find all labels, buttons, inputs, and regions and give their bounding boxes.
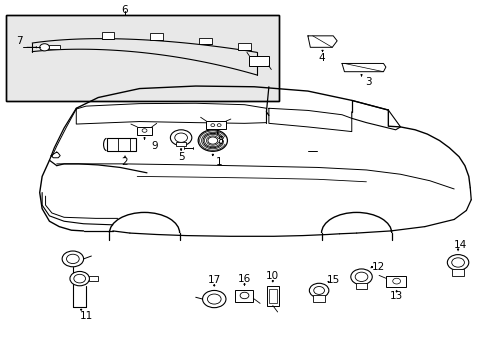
Bar <box>5 15 278 101</box>
Circle shape <box>210 124 214 127</box>
Bar <box>102 32 114 39</box>
Circle shape <box>313 287 324 294</box>
Circle shape <box>62 251 83 267</box>
Text: 14: 14 <box>453 239 466 249</box>
Circle shape <box>240 292 248 299</box>
Bar <box>89 276 98 281</box>
Circle shape <box>207 137 217 144</box>
Text: 3: 3 <box>365 77 371 87</box>
Text: 16: 16 <box>237 274 251 284</box>
Polygon shape <box>341 63 385 72</box>
Text: 13: 13 <box>389 291 403 301</box>
Text: 4: 4 <box>318 53 324 63</box>
Bar <box>385 276 406 287</box>
Text: 6: 6 <box>122 5 128 15</box>
Circle shape <box>198 130 227 151</box>
Text: 2: 2 <box>122 157 128 167</box>
Text: 1: 1 <box>215 157 222 167</box>
Bar <box>106 138 136 150</box>
Bar <box>137 127 152 135</box>
Text: 12: 12 <box>371 262 385 272</box>
Circle shape <box>40 44 49 51</box>
Text: 17: 17 <box>207 275 221 285</box>
Polygon shape <box>307 36 336 47</box>
Circle shape <box>309 283 328 298</box>
Circle shape <box>350 269 371 285</box>
Bar <box>238 44 250 50</box>
Bar <box>234 290 253 302</box>
Circle shape <box>354 272 367 282</box>
Circle shape <box>207 294 221 304</box>
Circle shape <box>447 255 468 270</box>
Circle shape <box>392 278 400 284</box>
Bar <box>451 269 463 276</box>
Bar <box>313 296 325 302</box>
Circle shape <box>203 134 222 148</box>
Text: 5: 5 <box>178 152 184 162</box>
Text: 8: 8 <box>216 136 223 145</box>
Circle shape <box>170 130 191 145</box>
Bar <box>176 142 185 146</box>
Bar <box>150 33 163 40</box>
Bar <box>206 121 225 129</box>
Bar <box>266 286 278 306</box>
Polygon shape <box>268 108 351 132</box>
Text: 10: 10 <box>265 271 279 281</box>
Circle shape <box>142 129 147 132</box>
Bar <box>268 289 276 303</box>
Text: 15: 15 <box>326 275 340 285</box>
Bar <box>199 38 211 44</box>
Bar <box>49 45 60 49</box>
Circle shape <box>174 133 187 142</box>
Circle shape <box>66 254 79 264</box>
Circle shape <box>70 271 89 286</box>
Circle shape <box>451 258 464 267</box>
Bar <box>5 15 278 101</box>
Circle shape <box>74 274 85 283</box>
Text: 7: 7 <box>16 36 22 46</box>
Circle shape <box>217 124 221 127</box>
Bar <box>355 283 366 289</box>
Text: 11: 11 <box>79 311 92 320</box>
Bar <box>249 56 268 66</box>
Text: 9: 9 <box>151 140 157 150</box>
Polygon shape <box>76 103 266 124</box>
Circle shape <box>202 291 225 308</box>
